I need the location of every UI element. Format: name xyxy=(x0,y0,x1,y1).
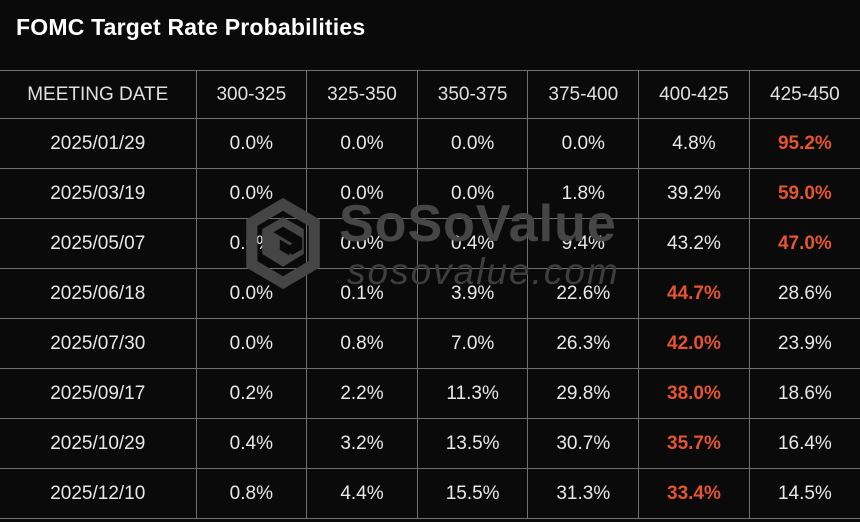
prob-cell: 7.0% xyxy=(417,318,529,369)
meeting-date: 2025/06/18 xyxy=(0,268,197,319)
prob-cell: 0.8% xyxy=(196,468,308,519)
meeting-date: 2025/09/17 xyxy=(0,368,197,419)
prob-cell: 0.4% xyxy=(196,418,308,469)
col-header-350-375: 350-375 xyxy=(417,70,529,119)
page-title: FOMC Target Rate Probabilities xyxy=(16,14,366,40)
prob-cell: 16.4% xyxy=(749,418,860,469)
header-row: MEETING DATE 300-325 325-350 350-375 375… xyxy=(0,70,860,119)
col-header-300-325: 300-325 xyxy=(196,70,308,119)
fomc-probabilities-table: MEETING DATE 300-325 325-350 350-375 375… xyxy=(0,70,860,519)
prob-cell: 26.3% xyxy=(527,318,640,369)
meeting-date: 2025/01/29 xyxy=(0,118,197,169)
prob-cell: 4.8% xyxy=(638,118,750,169)
prob-cell: 4.4% xyxy=(306,468,418,519)
prob-cell: 13.5% xyxy=(417,418,529,469)
prob-cell: 0.0% xyxy=(417,118,529,169)
prob-cell: 11.3% xyxy=(417,368,529,419)
title-bar: FOMC Target Rate Probabilities xyxy=(0,0,860,70)
prob-cell: 15.5% xyxy=(417,468,529,519)
prob-cell: 30.7% xyxy=(527,418,640,469)
meeting-date: 2025/05/07 xyxy=(0,218,197,269)
col-header-425-450: 425-450 xyxy=(749,70,860,119)
meeting-date: 2025/07/30 xyxy=(0,318,197,369)
prob-cell: 43.2% xyxy=(638,218,750,269)
col-header-375-400: 375-400 xyxy=(527,70,640,119)
prob-cell: 0.0% xyxy=(196,318,308,369)
prob-cell: 3.9% xyxy=(417,268,529,319)
prob-cell: 42.0% xyxy=(638,318,750,369)
prob-cell: 29.8% xyxy=(527,368,640,419)
table-row: 2025/03/19 0.0% 0.0% 0.0% 1.8% 39.2% 59.… xyxy=(0,168,860,219)
prob-cell: 28.6% xyxy=(749,268,860,319)
col-header-400-425: 400-425 xyxy=(638,70,750,119)
prob-cell: 59.0% xyxy=(749,168,860,219)
prob-cell: 39.2% xyxy=(638,168,750,219)
table-row: 2025/01/29 0.0% 0.0% 0.0% 0.0% 4.8% 95.2… xyxy=(0,118,860,169)
prob-cell: 0.4% xyxy=(417,218,529,269)
table-row: 2025/06/18 0.0% 0.1% 3.9% 22.6% 44.7% 28… xyxy=(0,268,860,319)
table-row: 2025/10/29 0.4% 3.2% 13.5% 30.7% 35.7% 1… xyxy=(0,418,860,469)
prob-cell: 0.8% xyxy=(306,318,418,369)
prob-cell: 47.0% xyxy=(749,218,860,269)
prob-cell: 0.0% xyxy=(417,168,529,219)
meeting-date: 2025/03/19 xyxy=(0,168,197,219)
prob-cell: 23.9% xyxy=(749,318,860,369)
prob-cell: 38.0% xyxy=(638,368,750,419)
prob-cell: 31.3% xyxy=(527,468,640,519)
prob-cell: 0.0% xyxy=(196,168,308,219)
meeting-date: 2025/12/10 xyxy=(0,468,197,519)
col-header-meeting-date: MEETING DATE xyxy=(0,70,197,119)
prob-cell: 0.0% xyxy=(196,268,308,319)
prob-cell: 0.0% xyxy=(306,118,418,169)
prob-cell: 95.2% xyxy=(749,118,860,169)
prob-cell: 33.4% xyxy=(638,468,750,519)
prob-cell: 3.2% xyxy=(306,418,418,469)
table-row: 2025/07/30 0.0% 0.8% 7.0% 26.3% 42.0% 23… xyxy=(0,318,860,369)
prob-cell: 0.1% xyxy=(306,268,418,319)
table-row: 2025/12/10 0.8% 4.4% 15.5% 31.3% 33.4% 1… xyxy=(0,468,860,519)
prob-cell: 35.7% xyxy=(638,418,750,469)
prob-cell: 9.4% xyxy=(527,218,640,269)
prob-cell: 22.6% xyxy=(527,268,640,319)
prob-cell: 0.0% xyxy=(196,118,308,169)
prob-cell: 18.6% xyxy=(749,368,860,419)
meeting-date: 2025/10/29 xyxy=(0,418,197,469)
prob-cell: 0.0% xyxy=(306,218,418,269)
table-row: 2025/05/07 0.0% 0.0% 0.4% 9.4% 43.2% 47.… xyxy=(0,218,860,269)
prob-cell: 2.2% xyxy=(306,368,418,419)
prob-cell: 44.7% xyxy=(638,268,750,319)
col-header-325-350: 325-350 xyxy=(306,70,418,119)
prob-cell: 1.8% xyxy=(527,168,640,219)
prob-cell: 14.5% xyxy=(749,468,860,519)
table-row: 2025/09/17 0.2% 2.2% 11.3% 29.8% 38.0% 1… xyxy=(0,368,860,419)
prob-cell: 0.0% xyxy=(306,168,418,219)
prob-cell: 0.0% xyxy=(527,118,640,169)
prob-cell: 0.0% xyxy=(196,218,308,269)
prob-cell: 0.2% xyxy=(196,368,308,419)
